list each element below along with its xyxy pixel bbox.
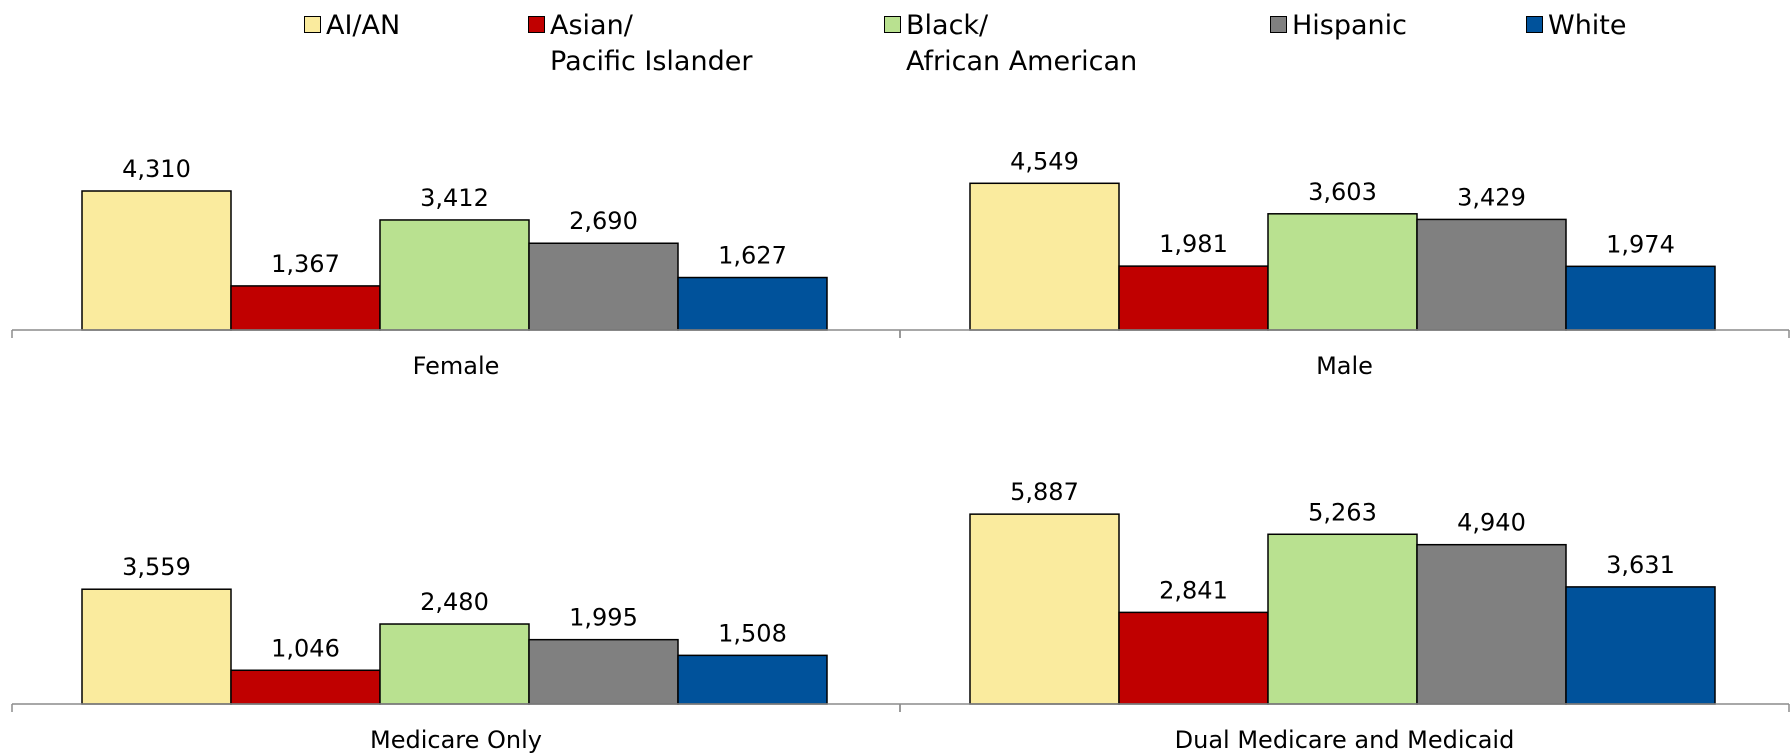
legend-swatch-ai-an (304, 16, 321, 33)
bar-dual-medicare-and-medicaid-hispanic (1416, 543, 1567, 705)
value-label-male-hispanic: 3,429 (1457, 183, 1526, 211)
bar-female-asian-pacific-islander (230, 285, 381, 331)
value-label-female-hispanic: 2,690 (569, 207, 638, 235)
legend-item-asian-pacific-islander: Asian/ Pacific Islander (528, 8, 752, 80)
legend-label-hispanic: Hispanic (1292, 10, 1408, 41)
panel-female: 4,310 1,367 3,412 2,690 1,627 Female (11, 155, 901, 380)
value-label-dual-medicare-and-medicaid-ai-an: 5,887 (1010, 478, 1079, 506)
value-label-medicare-only-ai-an: 3,559 (122, 553, 191, 581)
panel-medicare-only: 3,559 1,046 2,480 1,995 1,508 Medicare Only (11, 553, 901, 754)
legend-item-ai-an: AI/AN (304, 8, 400, 44)
value-label-medicare-only-hispanic: 1,995 (569, 604, 638, 632)
legend-label-white: White (1548, 10, 1627, 41)
panel-label-dual-medicare-and-medicaid: Dual Medicare and Medicaid (1175, 726, 1515, 754)
value-label-medicare-only-asian-pacific-islander: 1,046 (271, 634, 340, 662)
legend-item-hispanic: Hispanic (1270, 8, 1407, 44)
legend-label-asian-pacific-islander: Asian/ Pacific Islander (550, 10, 753, 77)
legend: AI/AN Asian/ Pacific Islander Black/ Afr… (0, 0, 1791, 90)
bar-male-ai-an (969, 182, 1120, 331)
value-label-medicare-only-white: 1,508 (718, 619, 787, 647)
bar-dual-medicare-and-medicaid-white (1565, 586, 1716, 705)
bar-female-black-african-american (379, 219, 530, 331)
bar-dual-medicare-and-medicaid-ai-an (969, 513, 1120, 705)
bar-male-hispanic (1416, 218, 1567, 331)
bar-medicare-only-white (677, 654, 828, 705)
bar-dual-medicare-and-medicaid-asian-pacific-islander (1118, 611, 1269, 705)
legend-label-ai-an: AI/AN (326, 10, 401, 41)
legend-swatch-white (1526, 16, 1543, 33)
panel-male: 4,549 1,981 3,603 3,429 1,974 Male (899, 147, 1790, 380)
legend-item-black-african-american: Black/ African American (884, 8, 1137, 80)
bar-male-asian-pacific-islander (1118, 265, 1269, 331)
value-label-male-white: 1,974 (1606, 230, 1675, 258)
legend-swatch-black-african-american (884, 16, 901, 33)
bar-dual-medicare-and-medicaid-black-african-american (1267, 533, 1418, 705)
legend-swatch-asian-pacific-islander (528, 16, 545, 33)
panel-label-medicare-only: Medicare Only (370, 726, 542, 754)
value-label-dual-medicare-and-medicaid-asian-pacific-islander: 2,841 (1159, 576, 1228, 604)
bar-female-white (677, 276, 828, 331)
bar-male-black-african-american (1267, 213, 1418, 331)
bar-medicare-only-hispanic (528, 638, 679, 705)
value-label-female-ai-an: 4,310 (122, 155, 191, 183)
bar-male-white (1565, 265, 1716, 331)
panel-label-female: Female (413, 352, 500, 380)
value-label-male-asian-pacific-islander: 1,981 (1159, 230, 1228, 258)
panel-label-male: Male (1316, 352, 1373, 380)
legend-label-black-african-american: Black/ African American (906, 10, 1138, 77)
value-label-female-white: 1,627 (718, 242, 787, 270)
value-label-dual-medicare-and-medicaid-hispanic: 4,940 (1457, 509, 1526, 537)
value-label-medicare-only-black-african-american: 2,480 (420, 588, 489, 616)
bar-female-hispanic (528, 242, 679, 331)
value-label-female-asian-pacific-islander: 1,367 (271, 250, 340, 278)
value-label-female-black-african-american: 3,412 (420, 184, 489, 212)
value-label-male-ai-an: 4,549 (1010, 147, 1079, 175)
bar-female-ai-an (81, 190, 232, 331)
value-label-male-black-african-american: 3,603 (1308, 178, 1377, 206)
legend-item-white: White (1526, 8, 1627, 44)
value-label-dual-medicare-and-medicaid-white: 3,631 (1606, 551, 1675, 579)
bar-medicare-only-ai-an (81, 588, 232, 705)
bar-medicare-only-asian-pacific-islander (230, 669, 381, 705)
value-label-dual-medicare-and-medicaid-black-african-american: 5,263 (1308, 498, 1377, 526)
bar-medicare-only-black-african-american (379, 623, 530, 705)
legend-swatch-hispanic (1270, 16, 1287, 33)
panel-dual-medicare-and-medicaid: 5,887 2,841 5,263 4,940 3,631 Dual Medicare a… (899, 478, 1790, 754)
